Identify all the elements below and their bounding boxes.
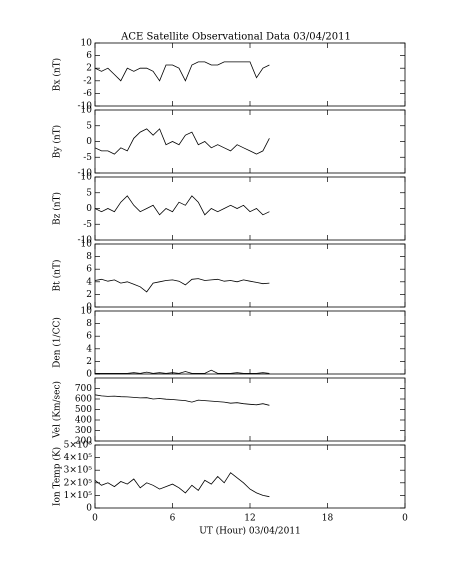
y-tick-label: 4 xyxy=(86,344,92,354)
y-tick-label: -10 xyxy=(78,169,93,179)
data-line xyxy=(94,61,270,82)
y-tick-label: 0 xyxy=(86,204,92,214)
y-tick-label: 10 xyxy=(81,307,93,317)
y-axis-label: Ion Temp (K) xyxy=(52,447,63,506)
y-tick-label: 10 xyxy=(81,106,93,116)
y-axis-label: Den (1/CC) xyxy=(52,317,63,368)
y-tick-label: 1×10⁵ xyxy=(64,491,93,501)
panel-frame xyxy=(94,109,406,174)
y-tick-label: 0 xyxy=(86,370,92,380)
y-tick-label: 2×10⁵ xyxy=(64,478,93,488)
y-tick-label: 5×10⁵ xyxy=(64,441,93,451)
y-tick-label: -10 xyxy=(78,102,93,112)
x-tick-label: 6 xyxy=(170,514,176,524)
panel-frame xyxy=(94,444,406,509)
y-tick-label: 5 xyxy=(86,121,92,131)
y-tick-label: -10 xyxy=(78,236,93,246)
y-tick-label: 700 xyxy=(75,384,92,394)
y-tick-label: -5 xyxy=(83,153,92,163)
y-tick-label: 8 xyxy=(86,252,92,262)
x-tick-label: 0 xyxy=(402,514,408,524)
y-axis-label: Vel (Km/sec) xyxy=(52,381,63,439)
y-tick-label: 2 xyxy=(86,357,92,367)
y-tick-label: 6 xyxy=(86,332,92,342)
x-tick-label: 0 xyxy=(92,514,98,524)
panel-frame xyxy=(94,243,406,308)
y-tick-label: 0 xyxy=(86,303,92,313)
y-tick-label: 0 xyxy=(86,137,92,147)
y-tick-label: -6 xyxy=(83,89,92,99)
y-tick-label: 3×10⁵ xyxy=(64,466,93,476)
y-tick-label: 4 xyxy=(86,277,92,287)
y-axis-label: By (nT) xyxy=(52,125,63,158)
y-axis-label: Bx (nT) xyxy=(52,58,63,91)
panel-frame xyxy=(94,310,406,375)
y-tick-label: 2 xyxy=(86,64,92,74)
chart-title: ACE Satellite Observational Data 03/04/2… xyxy=(120,32,351,43)
x-tick-label: 18 xyxy=(322,514,334,524)
panel-frame xyxy=(94,176,406,241)
data-line xyxy=(94,128,270,155)
y-tick-label: 500 xyxy=(75,405,92,415)
y-tick-label: 5 xyxy=(86,188,92,198)
x-axis-label: UT (Hour) 03/04/2011 xyxy=(199,526,301,537)
y-tick-label: 300 xyxy=(75,426,92,436)
panel-frame xyxy=(94,377,406,442)
data-line xyxy=(94,472,270,498)
y-tick-label: 200 xyxy=(75,437,92,447)
data-line xyxy=(94,394,270,406)
y-axis-label: Bz (nT) xyxy=(52,192,63,225)
y-tick-label: 400 xyxy=(75,416,92,426)
panel-frame xyxy=(94,42,406,107)
y-tick-label: 2 xyxy=(86,290,92,300)
y-tick-label: -2 xyxy=(83,76,92,86)
data-line xyxy=(94,278,270,293)
y-tick-label: 6 xyxy=(86,51,92,61)
y-tick-label: 10 xyxy=(81,240,93,250)
y-tick-label: 0 xyxy=(86,504,92,514)
y-tick-label: 10 xyxy=(81,39,93,49)
y-tick-label: 10 xyxy=(81,173,93,183)
y-tick-label: -5 xyxy=(83,220,92,230)
data-line xyxy=(94,195,270,216)
y-tick-label: 6 xyxy=(86,265,92,275)
y-tick-label: 4×10⁵ xyxy=(64,453,93,463)
y-axis-label: Bt (nT) xyxy=(52,260,63,292)
y-tick-label: 600 xyxy=(75,395,92,405)
x-tick-label: 12 xyxy=(244,514,255,524)
y-tick-label: 8 xyxy=(86,319,92,329)
data-line xyxy=(95,369,270,374)
